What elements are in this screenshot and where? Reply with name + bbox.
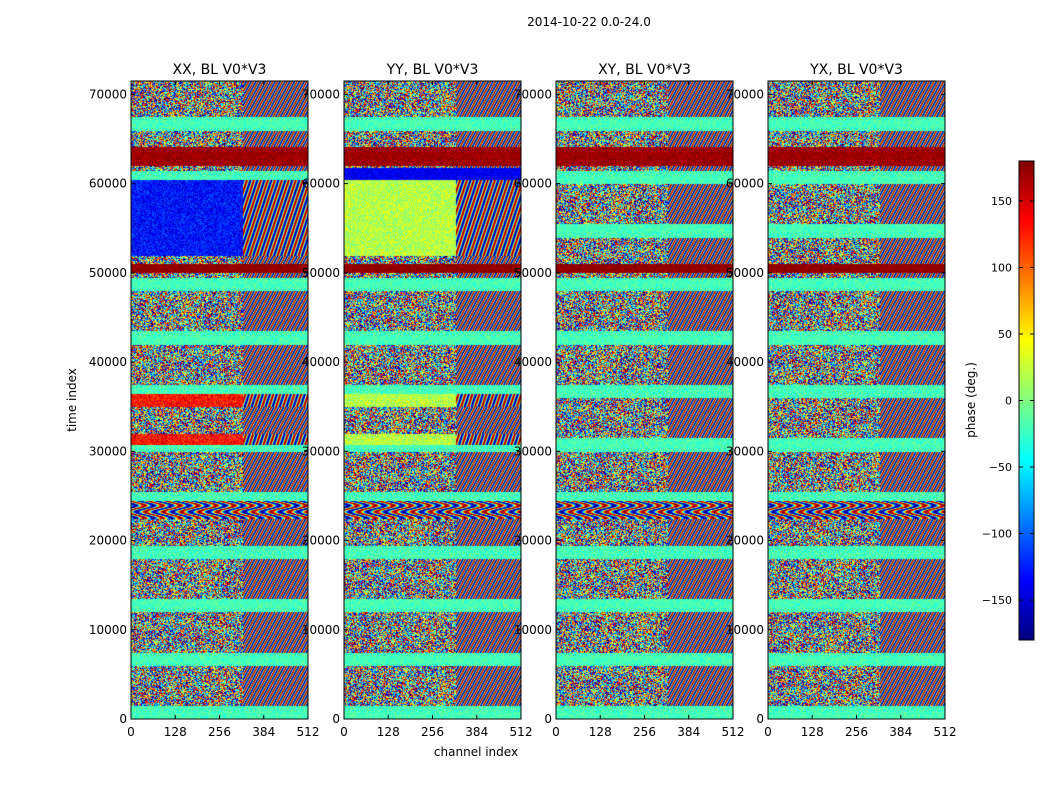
colorbar-tick-label: 50: [998, 328, 1012, 341]
heatmap-image: [768, 81, 945, 719]
x-tick-label: 256: [633, 725, 656, 739]
y-tick-label: 40000: [89, 355, 127, 369]
x-tick-label: 0: [764, 725, 772, 739]
heatmap-image: [556, 81, 733, 719]
x-tick-label: 512: [297, 725, 320, 739]
x-tick-label: 384: [465, 725, 488, 739]
figure-title: 2014-10-22 0.0-24.0: [527, 15, 651, 29]
x-tick-label: 0: [552, 725, 560, 739]
x-tick-label: 256: [208, 725, 231, 739]
y-tick-label: 0: [756, 712, 764, 726]
x-tick-label: 256: [845, 725, 868, 739]
y-tick-label: 30000: [302, 444, 340, 458]
y-tick-label: 50000: [514, 266, 552, 280]
panel-3: XY, BL V0*V3 0 128 256 384 512 0 10000 20000 3000…: [514, 62, 745, 739]
y-tick-label: 60000: [726, 177, 764, 191]
x-tick-label: 0: [340, 725, 348, 739]
x-tick-label: 512: [722, 725, 745, 739]
x-tick-label: 512: [510, 725, 533, 739]
y-tick-label: 30000: [89, 444, 127, 458]
y-tick-label: 50000: [302, 266, 340, 280]
colorbar-tick-label: 100: [991, 261, 1012, 274]
panel-title: YX, BL V0*V3: [809, 62, 903, 78]
y-tick-label: 10000: [302, 623, 340, 637]
y-tick-label: 30000: [514, 444, 552, 458]
y-tick-label: 60000: [302, 177, 340, 191]
y-tick-label: 70000: [302, 87, 340, 101]
panel-2: YY, BL V0*V3 0 128 256 384 512 0 10000 20000 3000…: [302, 62, 533, 739]
y-tick-label: 20000: [89, 534, 127, 548]
heatmap-image: [344, 81, 521, 719]
y-tick-label: 20000: [726, 534, 764, 548]
x-tick-label: 128: [801, 725, 824, 739]
panels: XX, BL V0*V3 0 128 256 384 512 0 10000 20000 3000…: [89, 62, 957, 739]
y-tick-label: 50000: [89, 266, 127, 280]
x-tick-label: 512: [934, 725, 957, 739]
x-tick-label: 384: [252, 725, 275, 739]
colorbar-tick-label: 150: [991, 195, 1012, 208]
panel-title: XX, BL V0*V3: [173, 62, 267, 78]
x-tick-label: 384: [889, 725, 912, 739]
panel-title: YY, BL V0*V3: [386, 62, 479, 78]
y-tick-label: 10000: [89, 623, 127, 637]
y-tick-label: 60000: [514, 177, 552, 191]
y-tick-label: 10000: [726, 623, 764, 637]
y-tick-label: 10000: [514, 623, 552, 637]
colorbar-tick-label: −100: [982, 528, 1012, 541]
x-tick-label: 256: [421, 725, 444, 739]
y-tick-label: 40000: [302, 355, 340, 369]
x-tick-label: 0: [127, 725, 135, 739]
x-tick-label: 128: [377, 725, 400, 739]
y-tick-label: 40000: [514, 355, 552, 369]
y-tick-label: 70000: [514, 87, 552, 101]
heatmap-image: [131, 81, 308, 719]
y-tick-label: 70000: [89, 87, 127, 101]
colorbar-tick-label: 0: [1005, 395, 1012, 408]
y-tick-label: 20000: [302, 534, 340, 548]
panel-4: YX, BL V0*V3 0 128 256 384 512 0 10000 20000 3000…: [726, 62, 957, 739]
colorbar-tick-label: −150: [982, 594, 1012, 607]
y-tick-label: 0: [119, 712, 127, 726]
panel-1: XX, BL V0*V3 0 128 256 384 512 0 10000 20000 3000…: [89, 62, 320, 739]
x-tick-label: 128: [589, 725, 612, 739]
colorbar: 150 100 50 0 −50 −100 −150: [982, 160, 1035, 641]
y-tick-label: 50000: [726, 266, 764, 280]
colorbar-label: phase (deg.): [964, 362, 978, 438]
y-tick-label: 60000: [89, 177, 127, 191]
colorbar-tick-label: −50: [989, 461, 1012, 474]
y-tick-label: 40000: [726, 355, 764, 369]
x-tick-label: 128: [164, 725, 187, 739]
y-tick-label: 70000: [726, 87, 764, 101]
x-axis-label: channel index: [434, 745, 518, 759]
panel-title: XY, BL V0*V3: [598, 62, 691, 78]
y-tick-label: 0: [332, 712, 340, 726]
y-tick-label: 30000: [726, 444, 764, 458]
y-tick-label: 0: [544, 712, 552, 726]
y-axis-label: time index: [65, 368, 79, 432]
x-tick-label: 384: [677, 725, 700, 739]
y-tick-label: 20000: [514, 534, 552, 548]
